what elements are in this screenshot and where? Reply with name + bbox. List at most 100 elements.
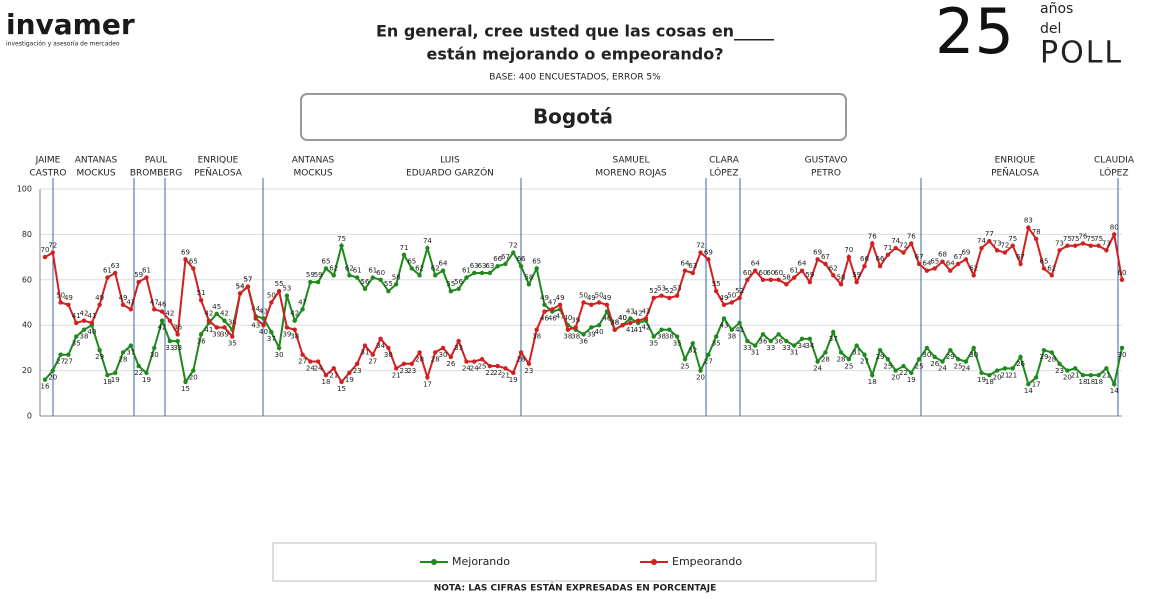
poll-number: 25 (935, 0, 1014, 68)
value-label: 49 (64, 294, 73, 302)
point (893, 368, 898, 373)
value-label: 76 (907, 232, 916, 240)
value-label: 34 (798, 342, 807, 350)
point (487, 270, 493, 276)
point (1049, 350, 1054, 355)
point (315, 359, 321, 364)
value-label: 65 (532, 257, 541, 265)
point (612, 327, 617, 332)
point (66, 302, 71, 307)
value-label: 59 (314, 271, 323, 279)
value-label: 33 (743, 344, 752, 352)
point (222, 325, 227, 330)
value-label: 17 (1032, 380, 1041, 388)
value-label: 72 (899, 242, 908, 250)
point (433, 350, 438, 355)
value-label: 20 (891, 374, 900, 382)
value-label: 45 (212, 303, 221, 311)
point (339, 243, 344, 248)
point (1111, 382, 1117, 387)
value-label: 73 (1055, 239, 1064, 247)
point (862, 263, 867, 269)
value-label: 64 (946, 260, 955, 268)
point (159, 318, 165, 323)
point (409, 361, 415, 366)
point (370, 275, 375, 280)
point (472, 359, 477, 364)
value-label: 67 (954, 253, 963, 261)
value-label: 67 (1016, 253, 1025, 261)
point (105, 275, 110, 280)
region-box (300, 93, 847, 141)
point (417, 350, 422, 355)
value-label: 50 (727, 292, 736, 300)
value-label: 19 (142, 376, 151, 384)
point (542, 302, 547, 307)
point (42, 254, 48, 260)
point (1018, 261, 1023, 267)
value-label: 25 (954, 362, 963, 370)
point (706, 257, 711, 262)
value-label: 66 (517, 255, 526, 263)
value-label: 25 (883, 362, 892, 370)
value-label: 28 (821, 355, 830, 363)
point (105, 372, 110, 378)
mayor-label: PEÑALOSA (194, 168, 243, 179)
point (932, 354, 937, 360)
point (526, 282, 532, 287)
value-label: 31 (361, 349, 370, 357)
point (565, 327, 571, 332)
value-label: 35 (72, 340, 81, 348)
value-label: 61 (790, 267, 799, 275)
value-label: 18 (1079, 378, 1088, 386)
point (799, 336, 805, 342)
value-label: 35 (673, 340, 682, 348)
legend-label: Empeorando (672, 555, 742, 568)
value-label: 24 (961, 365, 970, 373)
point (721, 316, 727, 321)
mayor-label: PETRO (811, 169, 841, 179)
point (596, 300, 602, 305)
mayor-label: MORENO ROJAS (595, 169, 666, 179)
legend-box (272, 542, 877, 582)
point (42, 377, 48, 382)
value-label: 49 (587, 294, 596, 302)
point (50, 250, 56, 255)
point (1111, 232, 1117, 237)
point (690, 341, 695, 346)
value-label: 39 (571, 316, 580, 324)
value-label: 50 (56, 292, 65, 300)
point (659, 327, 664, 332)
point (994, 248, 1000, 253)
value-label: 18 (1094, 378, 1103, 386)
value-label: 60 (759, 269, 768, 277)
value-label: 65 (930, 257, 939, 265)
point (393, 282, 399, 287)
point (409, 266, 415, 271)
value-label: 74 (977, 237, 986, 245)
value-label: 69 (813, 248, 822, 256)
value-label: 31 (852, 349, 861, 357)
value-label: 62 (345, 264, 354, 272)
value-label: 67 (915, 253, 924, 261)
value-label: 26 (446, 360, 455, 368)
value-label: 52 (735, 287, 744, 295)
point (752, 268, 758, 273)
point (979, 370, 984, 376)
value-label: 26 (930, 360, 939, 368)
value-label: 29 (95, 353, 104, 361)
y-tick-label: 80 (22, 230, 32, 239)
legend-marker (651, 559, 657, 565)
value-label: 25 (915, 362, 924, 370)
value-label: 47 (150, 298, 159, 306)
value-label: 59 (852, 271, 861, 279)
point (987, 239, 992, 244)
point (479, 270, 485, 276)
point (955, 357, 961, 362)
legend-marker (431, 559, 437, 565)
value-label: 40 (87, 328, 96, 336)
point (651, 334, 656, 339)
value-label: 43 (259, 307, 268, 315)
point (893, 245, 898, 251)
point (425, 245, 430, 251)
